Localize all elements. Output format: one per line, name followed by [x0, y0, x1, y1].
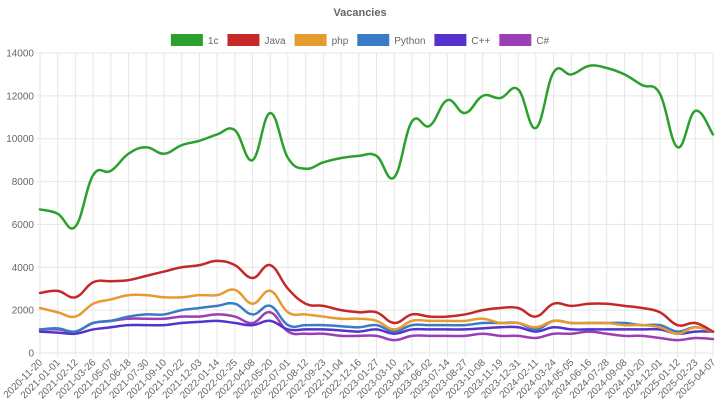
series-line-1c [38, 64, 715, 230]
y-tick-label: 12000 [6, 91, 34, 102]
legend[interactable]: 1c Java php Python C++ C# [170, 34, 550, 47]
legend-swatch [227, 34, 260, 46]
series-lines [38, 64, 715, 342]
legend-swatch [357, 34, 390, 46]
legend-label: Python [394, 36, 425, 47]
y-tick-label: 10000 [6, 134, 34, 145]
x-axis-ticks: 2020-11-202021-01-012021-02-122021-03-26… [2, 357, 719, 401]
legend-swatch [294, 34, 327, 46]
y-tick-label: 8000 [12, 177, 35, 188]
chart-title: Vacancies [333, 7, 386, 19]
legend-label: Java [264, 36, 286, 47]
y-tick-label: 14000 [6, 49, 34, 60]
y-tick-label: 4000 [12, 263, 35, 274]
series-line-c [38, 310, 715, 342]
series-line-c [38, 319, 715, 336]
y-axis-ticks: 0 2000 4000 6000 8000 10000 12000 14000 [6, 49, 34, 360]
y-tick-label: 0 [28, 349, 34, 360]
legend-item-python[interactable]: Python [357, 34, 425, 47]
legend-swatch [434, 34, 467, 46]
legend-item-java[interactable]: Java [227, 34, 286, 47]
y-tick-label: 6000 [12, 220, 35, 231]
legend-swatch [499, 34, 532, 46]
legend-item-c[interactable]: C++ [434, 34, 490, 47]
series-line-php [38, 288, 715, 335]
legend-swatch [170, 34, 203, 46]
y-tick-label: 2000 [12, 306, 35, 317]
legend-label: 1c [208, 36, 219, 47]
legend-item-c[interactable]: C# [499, 34, 550, 47]
series-line-java [38, 259, 715, 333]
legend-label: C# [536, 36, 549, 47]
legend-item-1c[interactable]: 1c [170, 34, 219, 47]
legend-item-php[interactable]: php [294, 34, 349, 47]
legend-label: php [332, 36, 349, 47]
legend-label: C++ [471, 36, 490, 47]
